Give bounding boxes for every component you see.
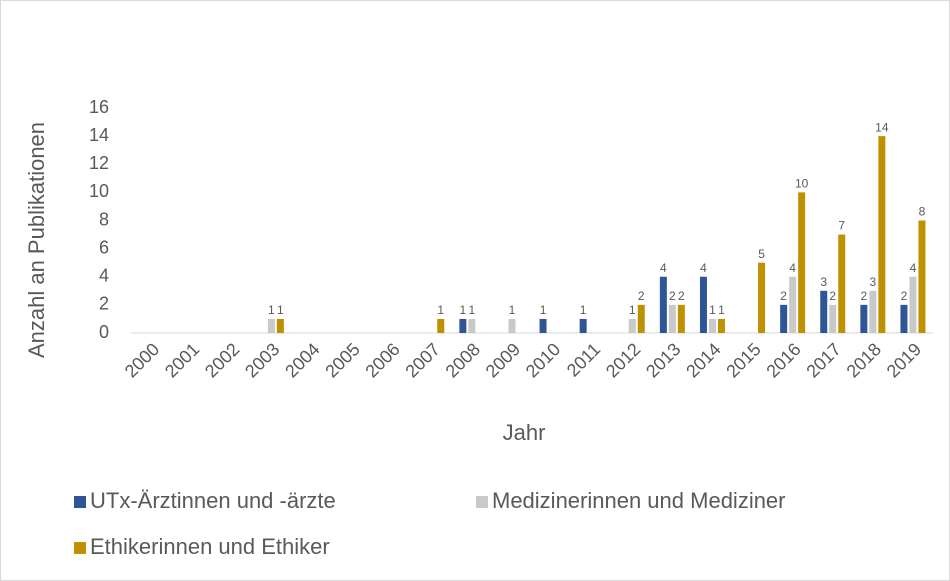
bar: [699, 276, 707, 333]
data-label: 10: [795, 177, 809, 191]
data-label: 8: [919, 205, 926, 219]
data-label: 14: [875, 120, 889, 134]
y-tick-label: 14: [89, 125, 109, 145]
bar: [869, 290, 877, 333]
data-label: 1: [277, 303, 284, 317]
bar: [878, 136, 886, 333]
y-tick-label: 12: [89, 153, 109, 173]
data-label: 1: [629, 303, 636, 317]
bar: [860, 304, 868, 333]
x-axis-title: Jahr: [503, 420, 546, 445]
legend-label: Ethikerinnen und Ethiker: [90, 534, 330, 559]
bar: [459, 318, 467, 333]
bar: [900, 304, 908, 333]
bar: [539, 318, 547, 333]
data-label: 4: [660, 261, 667, 275]
legend-label: Medizinerinnen und Mediziner: [492, 488, 786, 513]
data-label: 5: [758, 247, 765, 261]
bar: [437, 318, 445, 333]
data-label: 1: [460, 303, 467, 317]
bar: [717, 318, 725, 333]
data-label: 7: [838, 219, 845, 233]
y-axis-title: Anzahl an Publikationen: [24, 122, 49, 358]
data-label: 2: [829, 289, 836, 303]
data-label: 2: [861, 289, 868, 303]
data-label: 1: [580, 303, 587, 317]
data-label: 4: [700, 261, 707, 275]
bar: [789, 276, 797, 333]
data-label: 4: [910, 261, 917, 275]
bar: [820, 290, 828, 333]
y-tick-label: 2: [99, 294, 109, 314]
data-label: 1: [540, 303, 547, 317]
y-tick-label: 0: [99, 322, 109, 342]
y-tick-label: 4: [99, 266, 109, 286]
y-tick-label: 10: [89, 181, 109, 201]
legend-swatch: [74, 542, 86, 554]
bar: [909, 276, 917, 333]
bar: [508, 318, 516, 333]
data-label: 1: [709, 303, 716, 317]
bar: [829, 304, 837, 333]
bar: [780, 304, 788, 333]
bar: [798, 192, 806, 333]
bar: [668, 304, 676, 333]
bar: [758, 262, 766, 333]
data-label: 2: [638, 289, 645, 303]
bar: [579, 318, 587, 333]
data-label: 3: [870, 275, 877, 289]
legend-swatch: [476, 496, 488, 508]
legend-swatch: [74, 496, 86, 508]
legend-label: UTx-Ärztinnen und -ärzte: [90, 488, 336, 513]
data-label: 1: [509, 303, 516, 317]
data-label: 1: [718, 303, 725, 317]
bar: [838, 234, 846, 333]
data-label: 4: [789, 261, 796, 275]
data-label: 2: [901, 289, 908, 303]
bar: [276, 318, 284, 333]
data-label: 1: [469, 303, 476, 317]
bar: [628, 318, 636, 333]
y-tick-label: 16: [89, 97, 109, 117]
bar: [708, 318, 716, 333]
y-tick-label: 6: [99, 237, 109, 257]
data-label: 2: [669, 289, 676, 303]
bar: [659, 276, 667, 333]
data-label: 1: [437, 303, 444, 317]
bar: [918, 220, 926, 333]
bar: [468, 318, 476, 333]
data-label: 2: [780, 289, 787, 303]
data-label: 3: [820, 275, 827, 289]
data-label: 2: [678, 289, 685, 303]
data-label: 1: [268, 303, 275, 317]
bar: [267, 318, 275, 333]
y-tick-label: 8: [99, 209, 109, 229]
bar: [637, 304, 645, 333]
bar: [677, 304, 685, 333]
